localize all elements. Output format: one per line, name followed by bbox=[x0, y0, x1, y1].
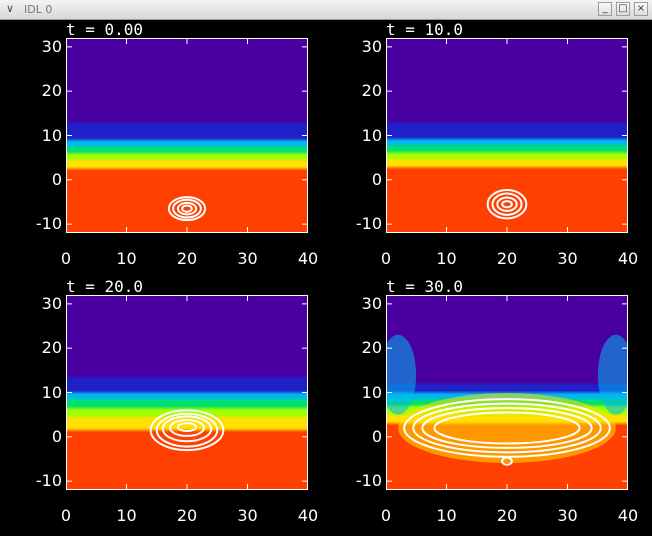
chevron-down-icon[interactable]: ∨ bbox=[5, 2, 15, 15]
contour-3-1 bbox=[149, 409, 225, 452]
y-tick-label: 30 bbox=[41, 293, 62, 313]
x-tick-label: 40 bbox=[617, 506, 639, 525]
panel-title-1: t = 0.00 bbox=[66, 20, 144, 39]
title-bar[interactable]: ∨ IDL 0 _ □ × bbox=[0, 0, 652, 20]
y-tick-label: 30 bbox=[361, 36, 382, 56]
contour-3-5 bbox=[176, 422, 198, 433]
x-tick-label: 40 bbox=[297, 506, 319, 525]
contour-1-3 bbox=[176, 201, 198, 216]
contour-3-2 bbox=[155, 412, 219, 448]
y-tick-label: 10 bbox=[41, 125, 62, 145]
x-tick-label: 30 bbox=[237, 249, 258, 268]
panel-title-4: t = 30.0 bbox=[386, 277, 464, 296]
maximize-button[interactable]: □ bbox=[616, 2, 630, 16]
density-field-3 bbox=[66, 295, 308, 490]
warm-dome bbox=[398, 392, 616, 463]
y-tick-label: 20 bbox=[361, 338, 382, 358]
y-tick-label: -10 bbox=[355, 471, 382, 491]
contour-1-4 bbox=[181, 204, 193, 213]
contour-2-3 bbox=[496, 196, 518, 212]
plume-edge-1 bbox=[386, 334, 417, 415]
y-tick-label: 20 bbox=[41, 338, 62, 358]
contour-3-3 bbox=[161, 415, 213, 443]
x-tick-label: 30 bbox=[557, 249, 578, 268]
x-tick-label: 10 bbox=[436, 249, 457, 268]
contour-1-2 bbox=[172, 198, 202, 219]
y-tick-label: 0 bbox=[371, 426, 382, 446]
plot-canvas: t = 0.00 0 10 20 30 40 -10 0 10 20 30 t = 10.0 0 10 20… bbox=[0, 20, 652, 536]
panel-title-2: t = 10.0 bbox=[386, 20, 464, 39]
plot-panel-2 bbox=[386, 38, 628, 233]
y-tick-label: 20 bbox=[361, 81, 382, 101]
contour-2-1 bbox=[486, 189, 528, 220]
contour-4-3 bbox=[421, 407, 593, 449]
contour-2-2 bbox=[491, 192, 523, 216]
contour-4-2 bbox=[412, 402, 602, 454]
y-tick-label: 10 bbox=[361, 125, 382, 145]
minimize-button[interactable]: _ bbox=[598, 2, 612, 16]
x-tick-label: 40 bbox=[297, 249, 319, 268]
x-tick-label: 20 bbox=[176, 249, 198, 268]
y-tick-label: 20 bbox=[41, 81, 62, 101]
plot-panel-3 bbox=[66, 295, 308, 490]
y-tick-label: -10 bbox=[355, 214, 382, 234]
plume-edge-2 bbox=[597, 334, 628, 415]
x-tick-label: 10 bbox=[116, 506, 137, 525]
density-field-2 bbox=[386, 38, 628, 233]
contour-4-4 bbox=[433, 411, 581, 445]
plot-panel-4 bbox=[386, 295, 628, 490]
x-tick-label: 40 bbox=[617, 249, 639, 268]
x-tick-label: 10 bbox=[436, 506, 457, 525]
contour-2-4 bbox=[501, 200, 513, 209]
x-tick-label: 20 bbox=[496, 249, 518, 268]
x-tick-label: 20 bbox=[496, 506, 518, 525]
contour-3-4 bbox=[169, 418, 205, 437]
y-tick-label: 0 bbox=[51, 169, 62, 189]
y-tick-label: 10 bbox=[361, 382, 382, 402]
contour-1-1 bbox=[167, 196, 207, 222]
panel-title-3: t = 20.0 bbox=[66, 277, 144, 296]
x-tick-label: 30 bbox=[557, 506, 578, 525]
y-tick-label: 0 bbox=[371, 169, 382, 189]
x-tick-label: 0 bbox=[380, 249, 392, 268]
x-tick-label: 30 bbox=[237, 506, 258, 525]
y-tick-label: 30 bbox=[41, 36, 62, 56]
y-tick-label: -10 bbox=[35, 471, 62, 491]
window-title: IDL 0 bbox=[24, 3, 53, 16]
plot-panel-1 bbox=[66, 38, 308, 233]
contour-4-5 bbox=[501, 456, 513, 466]
x-tick-label: 20 bbox=[176, 506, 198, 525]
x-tick-label: 10 bbox=[116, 249, 137, 268]
x-tick-label: 0 bbox=[60, 506, 72, 525]
y-tick-label: 30 bbox=[361, 293, 382, 313]
y-tick-label: -10 bbox=[35, 214, 62, 234]
y-tick-label: 0 bbox=[51, 426, 62, 446]
y-tick-label: 10 bbox=[41, 382, 62, 402]
x-tick-label: 0 bbox=[60, 249, 72, 268]
x-tick-label: 0 bbox=[380, 506, 392, 525]
close-button[interactable]: × bbox=[634, 2, 648, 16]
